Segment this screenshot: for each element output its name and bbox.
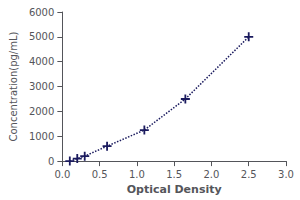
svg-text:1.5: 1.5 <box>166 169 182 180</box>
svg-text:0: 0 <box>48 156 54 167</box>
svg-text:3.0: 3.0 <box>278 169 294 180</box>
svg-text:1.0: 1.0 <box>129 169 145 180</box>
svg-text:3000: 3000 <box>29 81 54 92</box>
svg-text:2.0: 2.0 <box>203 169 219 180</box>
svg-text:0.5: 0.5 <box>92 169 108 180</box>
svg-text:2000: 2000 <box>29 106 54 117</box>
svg-text:2.5: 2.5 <box>241 169 257 180</box>
svg-text:0.0: 0.0 <box>54 169 70 180</box>
svg-text:1000: 1000 <box>29 131 54 142</box>
svg-text:5000: 5000 <box>29 31 54 42</box>
svg-text:4000: 4000 <box>29 56 54 67</box>
svg-text:Concentration(pg/mL): Concentration(pg/mL) <box>8 31 19 141</box>
svg-text:6000: 6000 <box>29 7 54 18</box>
svg-text:Optical Density: Optical Density <box>127 183 222 196</box>
